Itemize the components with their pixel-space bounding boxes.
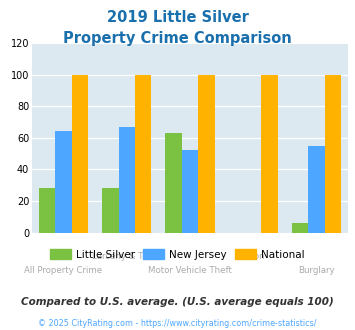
Text: Compared to U.S. average. (U.S. average equals 100): Compared to U.S. average. (U.S. average … [21, 297, 334, 307]
Bar [39, 188, 55, 233]
Bar [119, 127, 135, 233]
Text: Burglary: Burglary [298, 266, 335, 275]
Bar [72, 75, 88, 233]
Text: Motor Vehicle Theft: Motor Vehicle Theft [148, 266, 232, 275]
Bar [308, 146, 324, 233]
Text: © 2025 CityRating.com - https://www.cityrating.com/crime-statistics/: © 2025 CityRating.com - https://www.city… [38, 319, 317, 328]
Text: All Property Crime: All Property Crime [24, 266, 103, 275]
Bar [55, 131, 72, 233]
Bar [135, 75, 151, 233]
Text: Arson: Arson [241, 252, 266, 261]
Bar [165, 133, 182, 233]
Bar [261, 75, 278, 233]
Bar [324, 75, 341, 233]
Text: 2019 Little Silver: 2019 Little Silver [106, 10, 248, 25]
Text: Larceny & Theft: Larceny & Theft [92, 252, 161, 261]
Bar [102, 188, 119, 233]
Bar [292, 223, 308, 233]
Bar [198, 75, 214, 233]
Legend: Little Silver, New Jersey, National: Little Silver, New Jersey, National [46, 245, 309, 264]
Bar [182, 150, 198, 233]
Text: Property Crime Comparison: Property Crime Comparison [63, 31, 292, 46]
